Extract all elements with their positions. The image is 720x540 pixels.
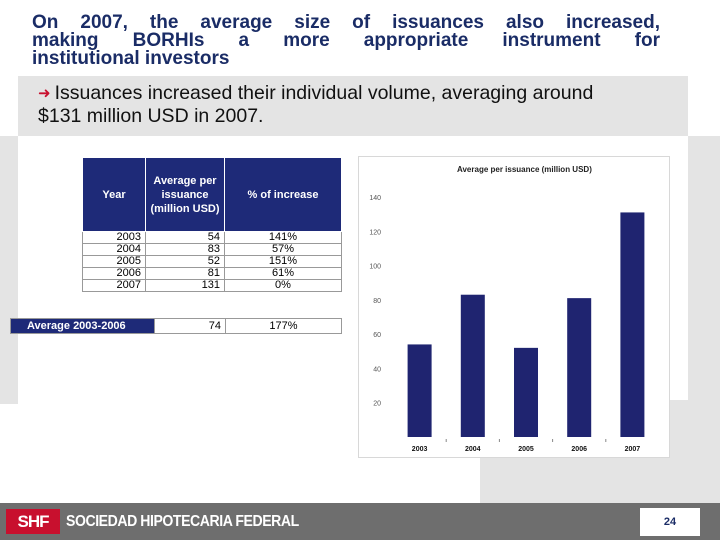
table-cell: 131: [145, 279, 225, 292]
callout-line-2: $131 million USD in 2007.: [38, 105, 264, 127]
brand-name: SOCIEDAD HIPOTECARIA FEDERAL: [66, 513, 299, 530]
y-tick-label: 20: [373, 401, 381, 408]
table-header-year: Year: [82, 157, 146, 232]
average-label: Average 2003-2006: [10, 318, 155, 334]
bar: [620, 212, 645, 437]
x-tick-label: 2003: [412, 446, 428, 453]
bar: [407, 344, 432, 437]
x-tick-label: 2007: [625, 446, 641, 453]
table-header-increase: % of increase: [224, 157, 342, 232]
data-table: Year Average per issuance (million USD) …: [82, 157, 342, 292]
page-number: 24: [663, 516, 677, 528]
x-tick-label: 2004: [465, 446, 481, 453]
average-row: Average 2003-2006 74 177%: [10, 318, 342, 334]
table-cell: 52: [145, 255, 225, 268]
slide-title: On 2007, the average size of issuances a…: [32, 12, 660, 69]
background-panel: [0, 136, 18, 404]
footer-bar: [0, 503, 720, 540]
y-tick-label: 140: [369, 195, 381, 202]
title-line: making BORHIs a more appropriate instrum…: [32, 30, 660, 51]
table-cell: 141%: [224, 231, 342, 244]
table-row: 2004 83 57%: [82, 243, 342, 256]
table-cell: 81: [145, 267, 225, 280]
table-cell: 0%: [224, 279, 342, 292]
y-tick-label: 120: [369, 229, 381, 236]
table-cell: 2003: [82, 231, 146, 244]
table-cell: 2005: [82, 255, 146, 268]
title-line: On 2007, the average size of issuances a…: [32, 12, 660, 33]
table-row: 2003 54 141%: [82, 231, 342, 244]
table-row: 2006 81 61%: [82, 267, 342, 280]
y-tick-label: 80: [373, 298, 381, 305]
callout-line-1: Issuances increased their individual vol…: [54, 82, 594, 104]
table-cell: 151%: [224, 255, 342, 268]
table-row: 2005 52 151%: [82, 255, 342, 268]
average-pct: 177%: [225, 318, 342, 334]
x-tick-label: 2005: [518, 446, 534, 453]
title-line: institutional investors: [32, 48, 230, 69]
table-cell: 57%: [224, 243, 342, 256]
average-value: 74: [154, 318, 226, 334]
table-header-average: Average per issuance (million USD): [145, 157, 225, 232]
bar: [567, 298, 592, 437]
x-tick-label: 2006: [571, 446, 587, 453]
table-cell: 83: [145, 243, 225, 256]
table-cell: 2007: [82, 279, 146, 292]
table-cell: 2004: [82, 243, 146, 256]
callout-text: ➜ Issuances increased their individual vo…: [38, 82, 688, 128]
table-cell: 2006: [82, 267, 146, 280]
bar-chart: Average per issuance (million USD) 20 40 60…: [369, 165, 645, 453]
page-number-box: 24: [640, 508, 700, 536]
y-tick-label: 40: [373, 366, 381, 373]
table-cell: 54: [145, 231, 225, 244]
bar: [514, 347, 538, 437]
chart-title: Average per issuance (million USD): [457, 165, 592, 174]
y-tick-label: 60: [373, 332, 381, 339]
callout-box: ➜ Issuances increased their individual vo…: [18, 76, 688, 136]
table-cell: 61%: [224, 267, 342, 280]
company-logo: SHF: [6, 509, 60, 534]
y-tick-label: 100: [369, 264, 381, 271]
chart-container: Average per issuance (million USD) 20 40 60…: [358, 156, 670, 458]
arrow-right-icon: ➜: [38, 85, 51, 102]
bar: [460, 294, 485, 437]
table-row: 2007 131 0%: [82, 279, 342, 292]
